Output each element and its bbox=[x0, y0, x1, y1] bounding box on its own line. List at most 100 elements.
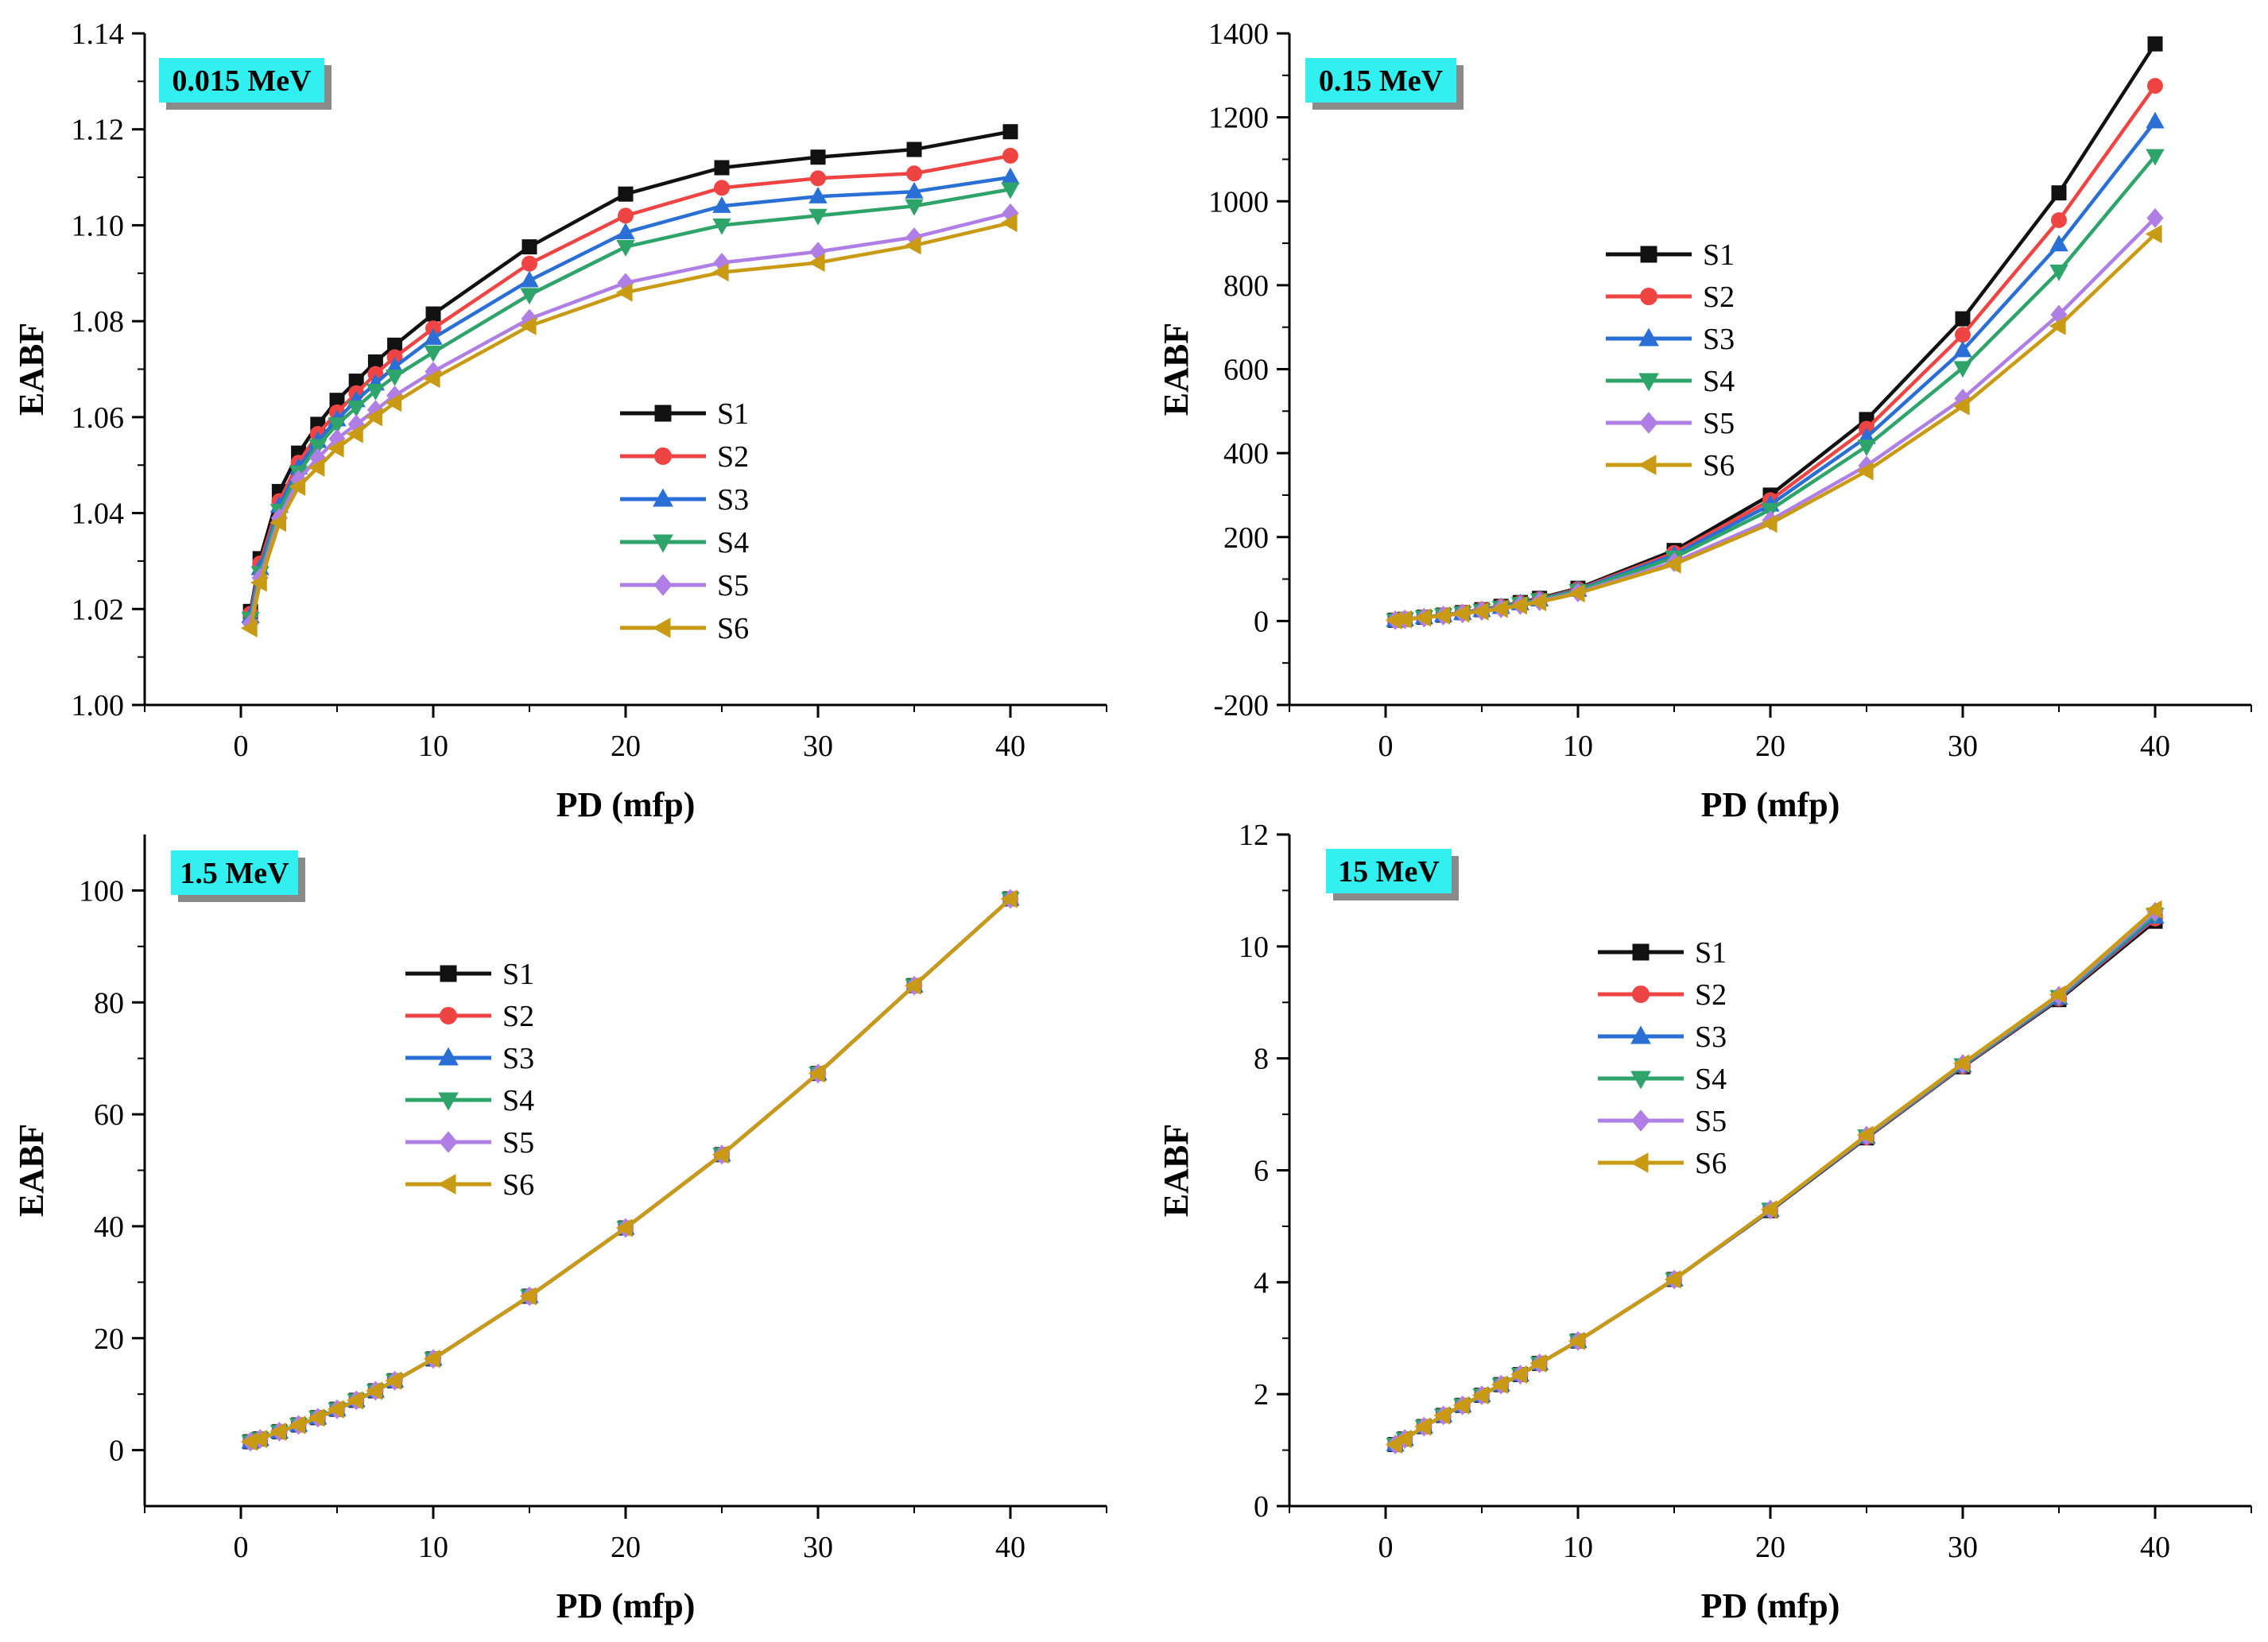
data-point-s5 bbox=[2146, 207, 2164, 228]
y-tick-label: 1.00 bbox=[72, 689, 125, 722]
data-point-s4 bbox=[1857, 440, 1876, 456]
x-axis-title: PD (mfp) bbox=[1701, 1586, 1840, 1625]
data-point-s2 bbox=[906, 165, 922, 182]
data-point-s6 bbox=[240, 618, 258, 638]
data-point-s1 bbox=[810, 149, 826, 165]
y-tick-label: 0 bbox=[109, 1435, 124, 1468]
data-point-s6 bbox=[1000, 889, 1018, 908]
data-point-s6 bbox=[615, 1218, 633, 1237]
y-tick-label: 12 bbox=[1239, 819, 1269, 852]
data-point-s6 bbox=[1664, 555, 1681, 574]
data-point-s6 bbox=[519, 1287, 537, 1306]
legend-label: S5 bbox=[502, 1126, 534, 1160]
legend-label: S1 bbox=[502, 958, 534, 991]
legend-marker-s2 bbox=[440, 1007, 457, 1024]
series-line-s2 bbox=[248, 153, 1011, 614]
data-point-s3 bbox=[2146, 111, 2165, 129]
data-point-s3 bbox=[712, 196, 731, 213]
y-tick-label: 1.10 bbox=[72, 209, 125, 242]
data-point-s6 bbox=[250, 573, 267, 592]
y-tick-label: 1.12 bbox=[72, 114, 125, 147]
legend-label: S2 bbox=[1695, 978, 1727, 1012]
data-point-s3 bbox=[808, 186, 828, 203]
x-tick-label: 40 bbox=[995, 1531, 1025, 1564]
y-tick-label: 0 bbox=[1254, 605, 1269, 638]
data-point-s1 bbox=[1002, 124, 1018, 140]
legend-label: S6 bbox=[502, 1168, 534, 1202]
legend-label: S3 bbox=[502, 1042, 534, 1075]
legend-label: S6 bbox=[1695, 1147, 1727, 1180]
legend-label: S2 bbox=[717, 440, 749, 474]
data-point-s6 bbox=[366, 1381, 382, 1400]
data-point-s1 bbox=[425, 306, 441, 322]
y-tick-label: -200 bbox=[1213, 689, 1269, 722]
y-tick-label: 6 bbox=[1254, 1155, 1269, 1188]
data-point-s6 bbox=[1510, 596, 1527, 615]
data-point-s6 bbox=[1760, 1200, 1778, 1219]
energy-badge bbox=[1326, 849, 1452, 893]
data-point-s6 bbox=[308, 458, 325, 477]
data-point-s4 bbox=[2049, 264, 2068, 281]
data-point-s1 bbox=[2147, 36, 2163, 52]
series-line-s5 bbox=[1394, 216, 2157, 622]
data-point-s6 bbox=[904, 236, 921, 255]
data-point-s6 bbox=[1452, 604, 1470, 623]
series-line-s2 bbox=[1394, 84, 2157, 622]
energy-badge bbox=[1305, 58, 1456, 103]
y-tick-label: 1000 bbox=[1208, 185, 1269, 219]
data-point-s6 bbox=[366, 408, 382, 427]
legend-marker-s3 bbox=[438, 1047, 459, 1066]
data-point-s6 bbox=[2145, 900, 2162, 920]
legend-marker-s5 bbox=[1631, 1110, 1650, 1132]
energy-badge-label: 0.15 MeV bbox=[1319, 64, 1444, 98]
energy-badge-label: 0.015 MeV bbox=[172, 64, 312, 98]
data-point-s6 bbox=[519, 316, 537, 335]
data-point-s4 bbox=[328, 417, 347, 435]
data-point-s3 bbox=[905, 181, 924, 199]
data-point-s6 bbox=[711, 262, 729, 282]
x-axis-title: PD (mfp) bbox=[556, 785, 696, 824]
legend-marker-s6 bbox=[437, 1174, 456, 1195]
x-tick-label: 20 bbox=[1755, 730, 1785, 763]
legend-marker-s3 bbox=[1638, 327, 1659, 347]
x-tick-label: 20 bbox=[611, 730, 641, 763]
data-point-s6 bbox=[711, 1145, 729, 1164]
data-point-s6 bbox=[1568, 583, 1585, 603]
energy-badge-label: 1.5 MeV bbox=[180, 857, 289, 890]
data-point-s6 bbox=[250, 1429, 267, 1449]
data-point-s6 bbox=[327, 439, 344, 458]
data-point-s6 bbox=[385, 1371, 402, 1390]
data-point-s2 bbox=[714, 180, 730, 196]
chart-panel-2: 0 10 20 30 40 -200 0 200 400 600 800 1000 1200 1400 PD… bbox=[1157, 17, 2252, 824]
y-tick-label: 1.02 bbox=[72, 593, 125, 626]
data-point-s6 bbox=[1414, 1417, 1431, 1436]
legend-marker-s6 bbox=[1638, 455, 1657, 475]
y-tick-label: 800 bbox=[1223, 269, 1269, 303]
y-tick-label: 10 bbox=[1239, 931, 1269, 964]
data-point-s6 bbox=[1510, 1365, 1527, 1384]
series-line-s6 bbox=[248, 221, 1011, 629]
data-point-s4 bbox=[1953, 361, 1972, 378]
legend: S1 S2 S3 S4 S5 S6 bbox=[620, 397, 749, 645]
data-point-s6 bbox=[1529, 592, 1547, 612]
y-tick-label: 60 bbox=[94, 1098, 124, 1132]
energy-badge bbox=[171, 850, 298, 895]
x-tick-label: 30 bbox=[803, 730, 833, 763]
data-point-s6 bbox=[1529, 1353, 1547, 1373]
data-point-s1 bbox=[618, 186, 634, 202]
series-line-s4 bbox=[1394, 154, 2157, 622]
series-line-s6 bbox=[1394, 232, 2157, 622]
series-line-s6 bbox=[250, 897, 1012, 1444]
data-point-s6 bbox=[385, 393, 402, 412]
energy-badge-label: 15 MeV bbox=[1338, 855, 1440, 889]
legend-marker-s2 bbox=[1632, 986, 1650, 1003]
x-axis-title: PD (mfp) bbox=[1701, 785, 1840, 824]
legend-label: S4 bbox=[1703, 365, 1735, 398]
x-tick-label: 0 bbox=[234, 1531, 249, 1564]
legend-marker-s1 bbox=[440, 965, 457, 982]
y-tick-label: 600 bbox=[1223, 354, 1269, 387]
legend-label: S3 bbox=[1695, 1020, 1727, 1054]
y-tick-label: 0 bbox=[1254, 1490, 1269, 1524]
data-point-s2 bbox=[2147, 78, 2163, 94]
